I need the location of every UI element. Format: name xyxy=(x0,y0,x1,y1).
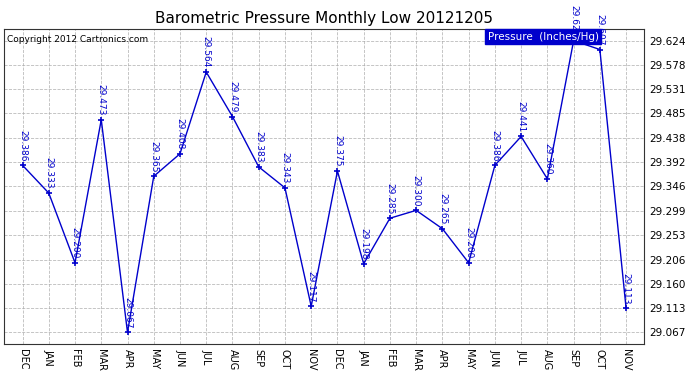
Text: 29.473: 29.473 xyxy=(97,84,106,116)
Text: Copyright 2012 Cartronics.com: Copyright 2012 Cartronics.com xyxy=(8,35,148,44)
Text: 29.386: 29.386 xyxy=(18,130,27,161)
Text: 29.200: 29.200 xyxy=(464,227,473,259)
Text: 29.386: 29.386 xyxy=(491,130,500,161)
Text: 29.265: 29.265 xyxy=(438,193,447,225)
Text: 29.300: 29.300 xyxy=(412,175,421,206)
Text: 29.067: 29.067 xyxy=(123,297,132,328)
Text: 29.607: 29.607 xyxy=(595,14,604,45)
Text: 29.113: 29.113 xyxy=(622,273,631,304)
Text: 29.117: 29.117 xyxy=(306,271,316,302)
Text: 29.479: 29.479 xyxy=(228,81,237,112)
Text: 29.343: 29.343 xyxy=(280,152,290,184)
Text: 29.383: 29.383 xyxy=(254,131,263,163)
Text: 29.285: 29.285 xyxy=(386,183,395,214)
Text: 29.375: 29.375 xyxy=(333,135,342,167)
Text: 29.198: 29.198 xyxy=(359,228,368,260)
Text: 29.200: 29.200 xyxy=(70,227,79,259)
Text: 29.624: 29.624 xyxy=(569,5,578,36)
Text: 29.360: 29.360 xyxy=(543,143,552,175)
Text: 29.564: 29.564 xyxy=(201,36,210,68)
Text: 29.365: 29.365 xyxy=(149,141,158,172)
Text: Pressure  (Inches/Hg): Pressure (Inches/Hg) xyxy=(488,32,599,42)
Text: 29.408: 29.408 xyxy=(175,118,184,150)
Text: 29.333: 29.333 xyxy=(44,158,53,189)
Text: 29.441: 29.441 xyxy=(517,101,526,132)
Title: Barometric Pressure Monthly Low 20121205: Barometric Pressure Monthly Low 20121205 xyxy=(155,11,493,26)
